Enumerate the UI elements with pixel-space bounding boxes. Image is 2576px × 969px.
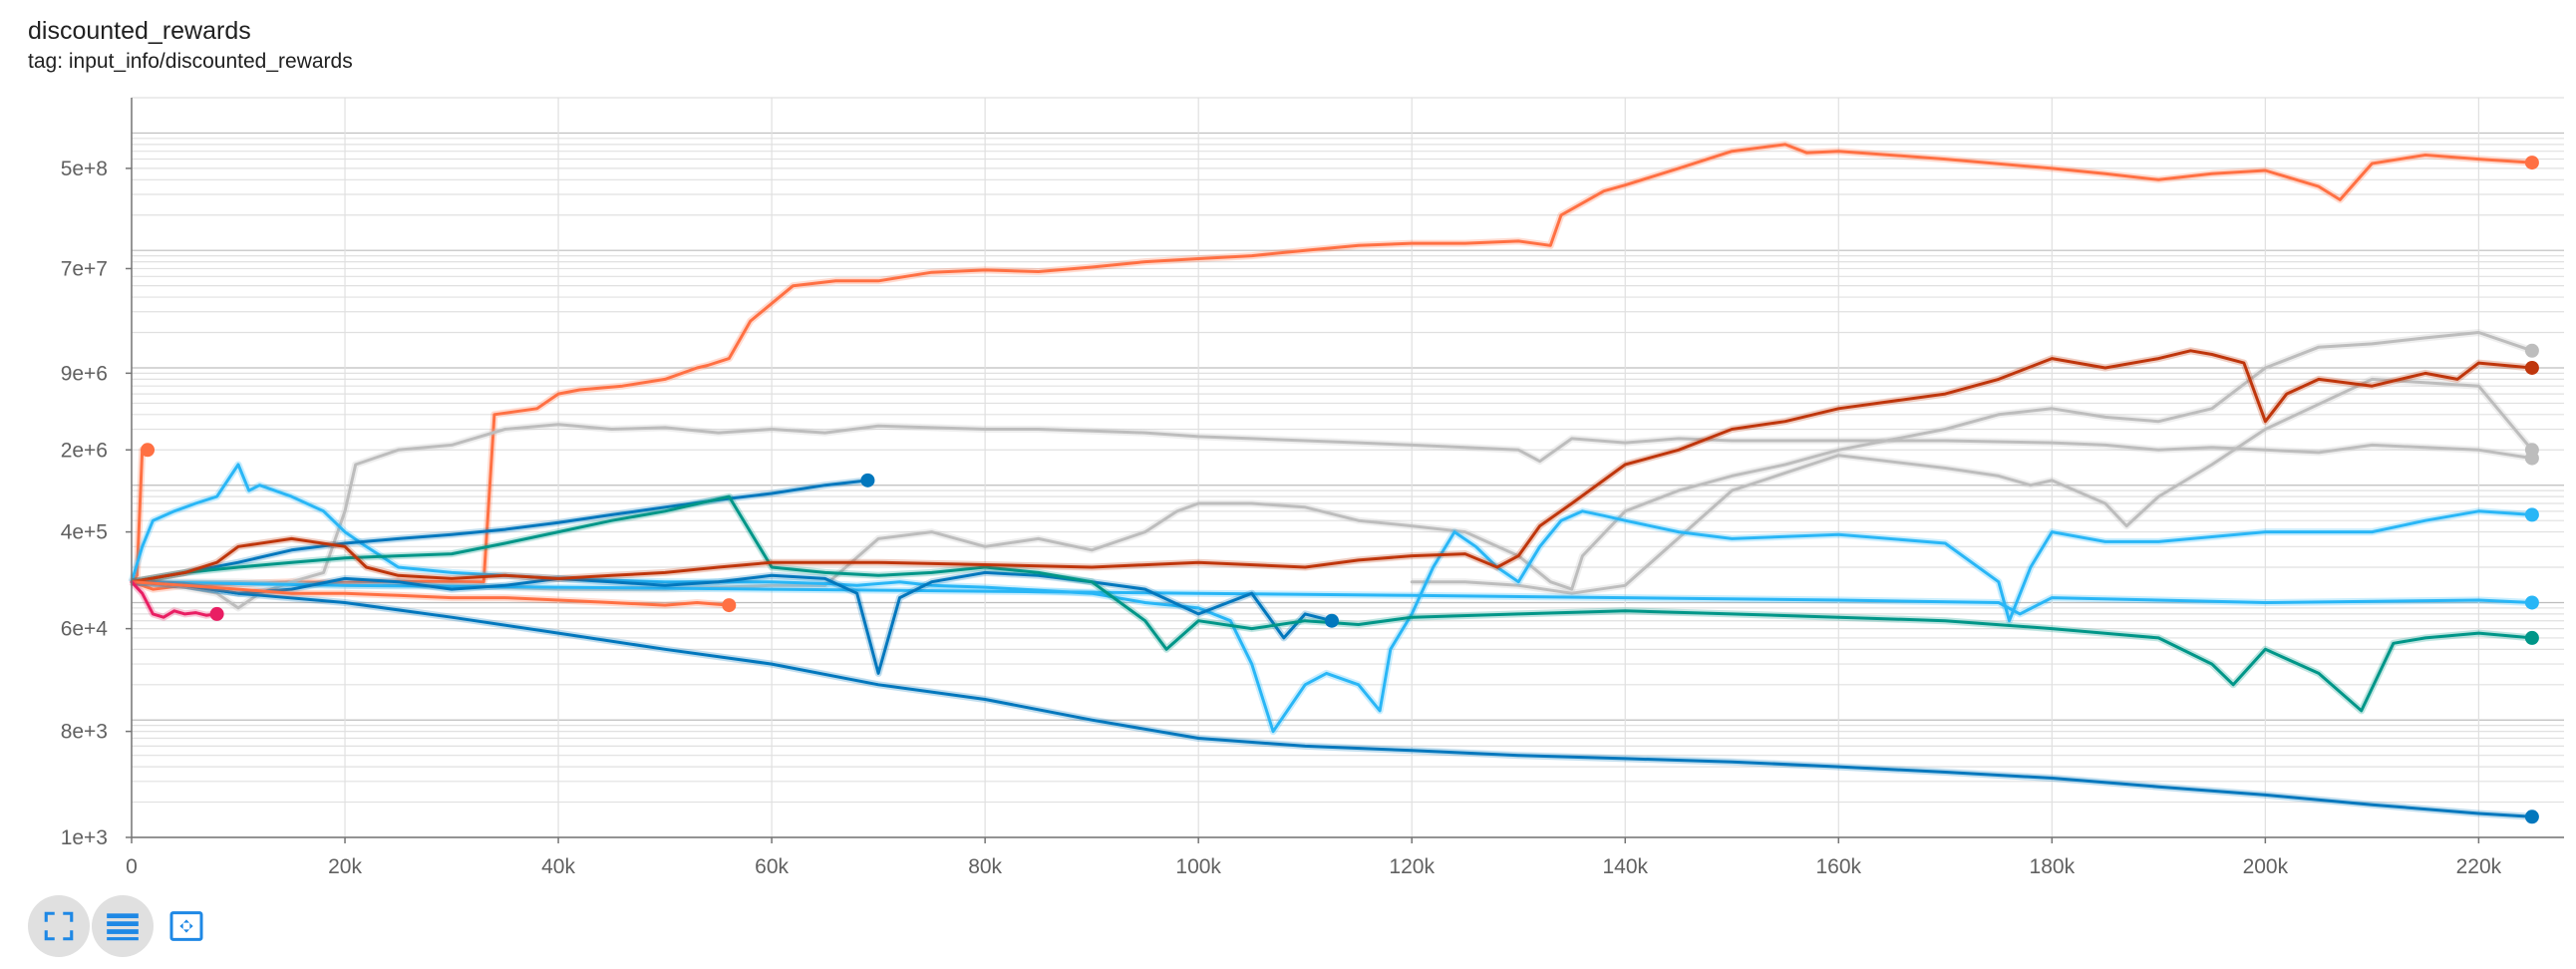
series-endpoint-8[interactable] [860,473,875,487]
series-line-11[interactable] [130,349,2534,584]
y-tick-label: 6e+4 [61,618,109,641]
series-line-12[interactable] [130,580,731,607]
series-endpoint-0[interactable] [2524,156,2539,170]
series-line-10[interactable] [130,494,2534,713]
series-line-8[interactable] [130,479,869,584]
series-endpoint-13[interactable] [209,606,224,621]
series-endpoint-9[interactable] [1324,613,1339,628]
series-line-13[interactable] [130,580,219,619]
chart-series [128,141,2535,820]
x-tick-label: 0 [126,855,138,878]
series-endpoint-1[interactable] [141,443,156,458]
series-endpoint-11[interactable] [2524,360,2539,375]
series-endpoint-10[interactable] [2524,630,2539,645]
x-tick-label: 180k [2030,855,2076,878]
fit-expand-icon [44,911,74,941]
data-table-button[interactable] [92,895,154,957]
y-tick-label: 1e+3 [61,826,108,849]
x-tick-label: 60k [755,855,789,878]
series-halo-0 [130,141,2533,593]
chart-header: discounted_rewards tag: input_info/disco… [28,14,353,76]
x-tick-label: 80k [968,855,1002,878]
y-tick-label: 7e+7 [61,257,108,280]
x-tick-label: 20k [328,855,362,878]
series-line-3[interactable] [130,331,2534,591]
series-line-6[interactable] [130,580,2534,616]
chart-axes: 1e+3 8e+3 6e+4 4e+5 2e+6 9e+6 7e+7 5e+8 0 20k 40k 6… [61,98,2564,878]
series-line-0[interactable] [130,143,2534,591]
x-tick-label: 100k [1175,855,1221,878]
series-line-9[interactable] [130,570,1334,675]
y-tick-label: 4e+5 [61,521,108,544]
data-table-icon [107,913,139,941]
x-tick-label: 120k [1389,855,1435,878]
series-endpoint-6[interactable] [2524,595,2539,610]
series-line-4[interactable] [1410,377,2534,595]
chart-endpoints [141,156,2539,824]
series-line-7[interactable] [130,580,2534,818]
x-tick-label: 160k [1816,855,1862,878]
y-tick-label: 9e+6 [61,362,108,385]
series-line-5[interactable] [130,463,2534,734]
series-endpoint-12[interactable] [722,598,737,613]
chart-subtitle: tag: input_info/discounted_rewards [28,50,353,73]
x-tick-label: 40k [541,855,575,878]
fit-domain-button[interactable] [156,895,217,957]
series-endpoint-7[interactable] [2524,809,2539,824]
x-tick-label: 220k [2456,855,2502,878]
chart-title: discounted_rewards [28,17,251,45]
chart-toolbar [28,895,217,957]
x-tick-label: 200k [2243,855,2289,878]
fit-domain-icon [169,911,203,941]
series-endpoint-3[interactable] [2524,343,2539,358]
chart-grid [131,97,2564,838]
fit-expand-button[interactable] [28,895,90,957]
y-tick-label: 5e+8 [61,158,108,180]
y-tick-label: 2e+6 [61,439,108,462]
series-endpoint-4[interactable] [2524,443,2539,458]
series-endpoint-5[interactable] [2524,507,2539,522]
series-line-2[interactable] [130,423,2534,610]
x-tick-label: 140k [1602,855,1648,878]
y-tick-label: 8e+3 [61,721,108,744]
